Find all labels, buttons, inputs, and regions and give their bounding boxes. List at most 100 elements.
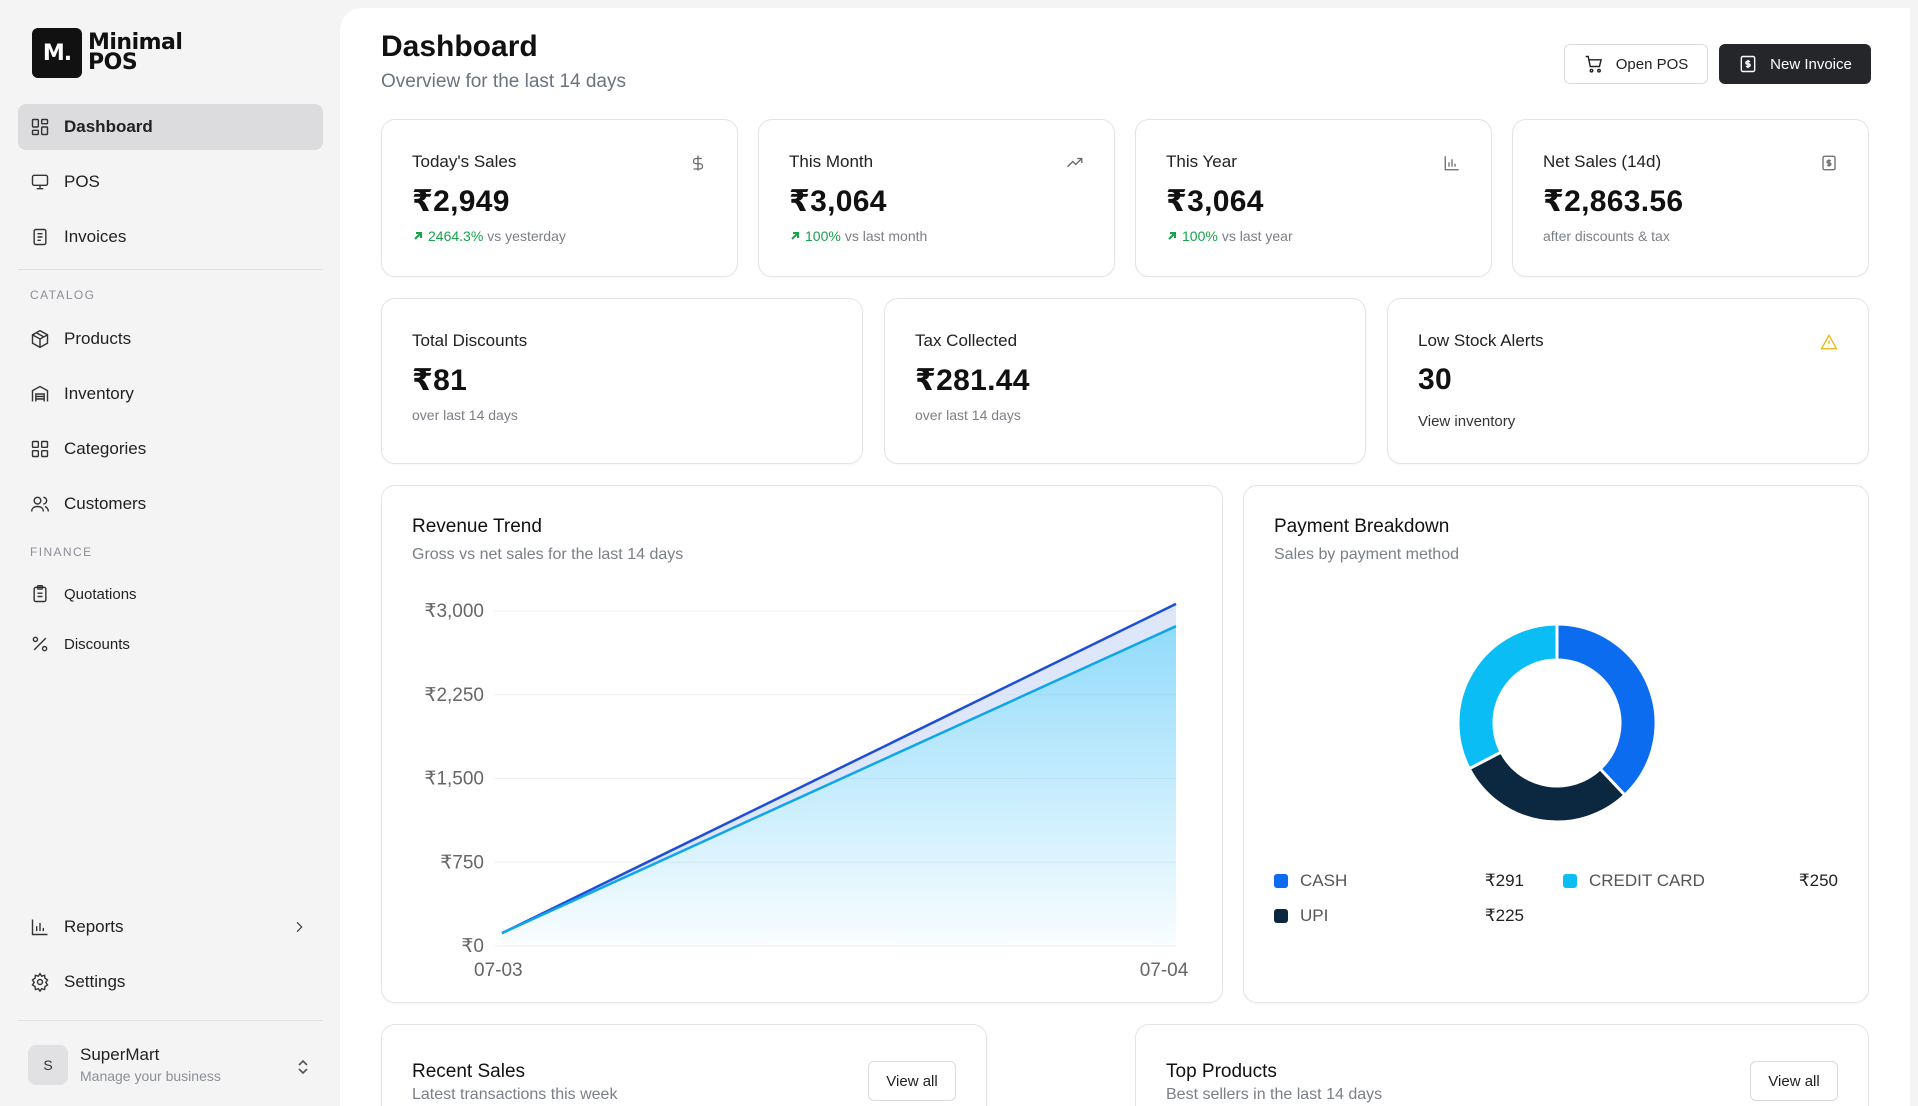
- dollar-icon: [692, 155, 704, 171]
- sidebar-item-label: Reports: [64, 917, 124, 936]
- top-products-card: Top Products Best sellers in the last 14…: [1135, 1024, 1869, 1106]
- sidebar-item-invoices[interactable]: Invoices: [18, 214, 323, 260]
- stat-change: 100%: [1166, 228, 1218, 244]
- gear-icon: [31, 972, 49, 992]
- sidebar-item-label: POS: [64, 172, 100, 191]
- sidebar-item-inventory[interactable]: Inventory: [18, 371, 323, 417]
- stat-change: 100%: [789, 228, 841, 244]
- sidebar: M. Minimal POS Dashboard POS Invoices CA…: [0, 0, 340, 1106]
- payment-donut-chart: [1456, 622, 1658, 824]
- legend-value: ₹250: [1798, 871, 1838, 890]
- open-pos-button[interactable]: Open POS: [1564, 44, 1708, 84]
- app-logo[interactable]: M. Minimal POS: [32, 28, 183, 78]
- bar-chart-icon: [1444, 156, 1459, 171]
- recent-sales-view-all-button[interactable]: View all: [868, 1061, 956, 1101]
- percent-icon: [32, 636, 48, 652]
- invoice-icon: [33, 228, 47, 246]
- y-tick-label: ₹2,250: [424, 685, 484, 706]
- new-invoice-button[interactable]: New Invoice: [1719, 44, 1871, 84]
- chevron-right-icon: [296, 921, 303, 933]
- stat-value: ₹3,064: [789, 185, 887, 218]
- y-tick-label: ₹750: [440, 852, 484, 873]
- stat-value: ₹2,949: [412, 185, 510, 218]
- stat-footer: 100% vs last month: [789, 228, 927, 244]
- legend-label: CASH: [1300, 871, 1348, 890]
- x-tick-label: 07-03: [474, 960, 523, 981]
- clipboard-icon: [33, 584, 47, 603]
- top-products-view-all-button[interactable]: View all: [1750, 1061, 1838, 1101]
- new-invoice-label: New Invoice: [1770, 55, 1852, 73]
- user-switcher[interactable]: S SuperMart Manage your business: [18, 1020, 323, 1106]
- sidebar-item-pos[interactable]: POS: [18, 159, 323, 205]
- main-panel: Dashboard Overview for the last 14 days …: [340, 8, 1910, 1106]
- sidebar-item-quotations[interactable]: Quotations: [18, 573, 323, 615]
- nav-divider: [18, 269, 323, 270]
- panel-title: Revenue Trend: [412, 516, 542, 537]
- sidebar-item-dashboard[interactable]: Dashboard: [18, 104, 323, 150]
- sidebar-item-products[interactable]: Products: [18, 316, 323, 362]
- warehouse-icon: [31, 385, 49, 402]
- donut-slice-cash[interactable]: [1555, 622, 1658, 798]
- page-subtitle: Overview for the last 14 days: [381, 71, 626, 92]
- stat-card-today: Today's Sales ₹2,949 2464.3% vs yesterda…: [381, 119, 738, 277]
- nav-section-finance: FINANCE: [30, 545, 93, 559]
- logo-line-1: Minimal: [88, 30, 183, 55]
- nav-bottom: Reports Settings: [18, 904, 323, 1014]
- revenue-trend-card: Revenue Trend Gross vs net sales for the…: [381, 485, 1223, 1003]
- user-name: SuperMart: [80, 1045, 160, 1064]
- receipt-icon: [1740, 55, 1756, 73]
- chevron-up-down-icon: [298, 1059, 308, 1075]
- legend-item-upi: UPI: [1274, 906, 1328, 926]
- stat-label: Today's Sales: [412, 152, 517, 171]
- stat-footer: 100% vs last year: [1166, 228, 1293, 244]
- net-sales-area: [502, 626, 1176, 946]
- sidebar-item-label: Products: [64, 329, 132, 348]
- sidebar-item-label: Discounts: [64, 635, 130, 653]
- sidebar-item-categories[interactable]: Categories: [18, 426, 323, 472]
- legend-value: ₹225: [1484, 906, 1524, 925]
- bar-chart-icon: [31, 919, 48, 936]
- stat-card-net-sales: Net Sales (14d) ₹2,863.56 after discount…: [1512, 119, 1869, 277]
- logo-line-2: POS: [88, 50, 138, 75]
- stat-change: 2464.3%: [412, 228, 483, 244]
- nav-spacer: [18, 536, 323, 537]
- sidebar-item-settings[interactable]: Settings: [18, 959, 323, 1005]
- panel-subtitle: Gross vs net sales for the last 14 days: [412, 546, 684, 563]
- sidebar-item-discounts[interactable]: Discounts: [18, 623, 323, 665]
- trending-up-icon: [1067, 157, 1083, 168]
- sidebar-item-reports[interactable]: Reports: [18, 904, 323, 950]
- recent-sales-card: Recent Sales Latest transactions this we…: [381, 1024, 987, 1106]
- user-info: SuperMart Manage your business: [80, 1045, 221, 1084]
- arrow-up-right-icon: [414, 232, 422, 240]
- stat-value: ₹81: [412, 364, 468, 397]
- logo-text: Minimal POS: [88, 30, 183, 75]
- arrow-up-right-icon: [1168, 232, 1176, 240]
- open-pos-label: Open POS: [1615, 55, 1689, 73]
- stat-label: This Month: [789, 152, 874, 171]
- monitor-icon: [31, 174, 49, 190]
- gross-sales-line: [501, 602, 1177, 935]
- sidebar-item-label: Inventory: [64, 384, 134, 403]
- stat-card-year: This Year ₹3,064 100% vs last year: [1135, 119, 1492, 277]
- stat-label: Net Sales (14d): [1543, 152, 1662, 171]
- y-tick-label: ₹3,000: [424, 601, 484, 622]
- stat-footer: 2464.3% vs yesterday: [412, 228, 566, 244]
- avatar: S: [28, 1045, 68, 1085]
- page-title: Dashboard: [381, 30, 538, 63]
- stat-note: after discounts & tax: [1543, 228, 1670, 244]
- legend-label: CREDIT CARD: [1589, 871, 1705, 890]
- panel-subtitle: Latest transactions this week: [412, 1086, 618, 1103]
- box-icon: [31, 329, 49, 349]
- stat-card-tax: Tax Collected ₹281.44 over last 14 days: [884, 298, 1366, 464]
- panel-subtitle: Sales by payment method: [1274, 546, 1459, 563]
- donut-slice-upi[interactable]: [1467, 750, 1627, 824]
- sidebar-item-customers[interactable]: Customers: [18, 481, 323, 527]
- stat-value: ₹281.44: [915, 364, 1030, 397]
- view-inventory-link[interactable]: View inventory: [1418, 413, 1516, 430]
- nav-section-catalog: CATALOG: [30, 288, 96, 302]
- user-subtitle: Manage your business: [80, 1068, 221, 1084]
- sidebar-item-label: Settings: [64, 972, 126, 991]
- donut-slice-credit-card[interactable]: [1456, 622, 1559, 771]
- y-tick-label: ₹0: [461, 936, 484, 957]
- stat-change-value: 100%: [1182, 228, 1218, 244]
